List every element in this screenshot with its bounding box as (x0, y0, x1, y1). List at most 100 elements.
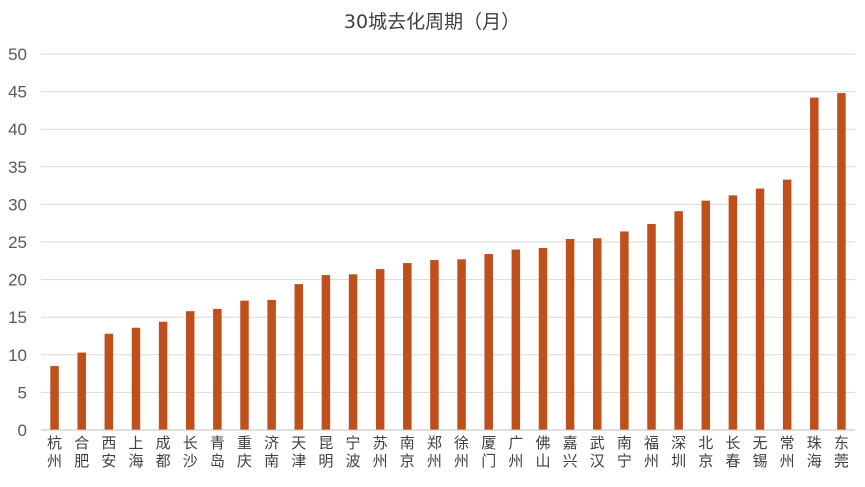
bar-天津 (294, 284, 304, 430)
x-tick-label: 徐 (454, 434, 469, 452)
bar-深圳 (674, 211, 683, 430)
y-tick-label: 10 (8, 346, 27, 365)
bar-宁波 (348, 274, 358, 430)
bar-福州 (647, 223, 656, 430)
y-tick-label: 40 (8, 120, 27, 139)
x-tick-label: 汉 (590, 452, 605, 470)
x-tick-label: 南 (264, 452, 279, 470)
bar-上海 (131, 327, 141, 430)
x-tick-label: 州 (644, 452, 659, 470)
x-tick-label: 天 (291, 434, 306, 452)
x-tick-label: 圳 (671, 452, 686, 470)
x-tick-label: 南 (400, 434, 415, 452)
bar-北京 (701, 200, 711, 430)
bar-杭州 (50, 366, 59, 430)
bar-青岛 (213, 308, 222, 430)
bar-无锡 (755, 188, 765, 430)
x-tick-label: 北 (698, 434, 713, 452)
x-tick-label: 福 (644, 434, 659, 452)
x-tick-label: 波 (346, 452, 361, 470)
bar-武汉 (592, 238, 602, 430)
y-tick-label: 50 (8, 45, 27, 64)
x-tick-label: 州 (508, 452, 523, 470)
bar-常州 (782, 179, 792, 430)
bar-昆明 (321, 275, 331, 430)
x-tick-label: 州 (373, 452, 388, 470)
y-tick-label: 20 (8, 271, 27, 290)
x-tick-label: 厦 (481, 434, 496, 452)
x-tick-label: 济 (264, 434, 279, 452)
bar-东莞 (837, 93, 846, 430)
bar-合肥 (77, 352, 86, 430)
bar-西安 (104, 333, 114, 430)
bar-长沙 (185, 311, 195, 430)
x-tick-label: 深 (671, 434, 686, 452)
x-tick-label: 青 (210, 434, 225, 452)
bar-重庆 (240, 300, 249, 430)
x-tick-label: 宁 (617, 452, 632, 470)
x-tick-label: 京 (698, 452, 713, 470)
x-tick-label: 锡 (753, 452, 768, 470)
bar-南京 (403, 263, 412, 430)
x-tick-label: 武 (590, 434, 605, 452)
x-tick-label: 州 (780, 452, 795, 470)
x-tick-label: 宁 (346, 434, 361, 452)
bar-郑州 (430, 260, 439, 430)
x-tick-label: 佛 (535, 434, 550, 452)
x-tick-label: 合 (74, 434, 89, 452)
bar-嘉兴 (565, 238, 575, 430)
x-tick-label: 郑 (427, 434, 442, 452)
x-tick-label: 都 (156, 452, 171, 470)
x-tick-label: 岛 (210, 452, 225, 470)
bar-南宁 (620, 231, 629, 430)
bar-苏州 (375, 269, 385, 430)
y-tick-label: 35 (8, 158, 27, 177)
x-tick-label: 重 (237, 434, 252, 452)
x-tick-label: 长 (183, 434, 198, 452)
x-tick-label: 苏 (373, 434, 388, 452)
y-tick-label: 45 (8, 83, 27, 102)
x-tick-label: 无 (753, 434, 768, 452)
y-tick-label: 15 (8, 308, 27, 327)
y-tick-label: 25 (8, 233, 27, 252)
x-tick-label: 南 (617, 434, 632, 452)
bar-成都 (158, 321, 168, 430)
x-tick-label: 海 (128, 452, 143, 470)
x-tick-label: 春 (725, 452, 740, 470)
y-axis-ticks: 0 5 10 15 20 25 30 35 40 45 50 (8, 45, 27, 440)
x-tick-label: 州 (427, 452, 442, 470)
x-tick-label: 安 (101, 452, 116, 470)
bars (50, 93, 846, 430)
x-tick-label: 东 (834, 434, 849, 452)
x-tick-label: 成 (156, 434, 171, 452)
bar-厦门 (484, 254, 493, 430)
bar-济南 (267, 299, 276, 430)
x-tick-label: 广 (508, 434, 523, 452)
y-tick-label: 5 (18, 383, 27, 402)
bar-徐州 (457, 259, 466, 430)
x-tick-label: 津 (291, 452, 306, 470)
x-tick-label: 山 (535, 452, 550, 470)
x-tick-label: 海 (807, 452, 822, 470)
x-tick-label: 州 (454, 452, 469, 470)
bar-佛山 (538, 248, 548, 430)
x-axis-ticks: 杭州合肥西安上海成都长沙青岛重庆济南天津昆明宁波苏州南京郑州徐州厦门广州佛山嘉兴… (47, 434, 849, 470)
x-tick-label: 京 (400, 452, 415, 470)
x-tick-label: 西 (101, 434, 116, 452)
chart-title: 30城去化周期（月） (344, 11, 520, 33)
x-tick-label: 昆 (318, 434, 333, 452)
x-tick-label: 嘉 (563, 434, 578, 452)
x-tick-label: 莞 (834, 452, 849, 470)
y-tick-label: 0 (18, 421, 27, 440)
y-tick-label: 30 (8, 195, 27, 214)
bar-广州 (511, 249, 521, 430)
x-tick-label: 门 (481, 452, 496, 470)
x-tick-label: 杭 (47, 434, 62, 452)
x-tick-label: 沙 (183, 452, 198, 470)
gridlines (41, 53, 855, 393)
x-tick-label: 庆 (237, 452, 252, 470)
x-tick-label: 珠 (807, 434, 822, 452)
x-tick-label: 长 (725, 434, 740, 452)
